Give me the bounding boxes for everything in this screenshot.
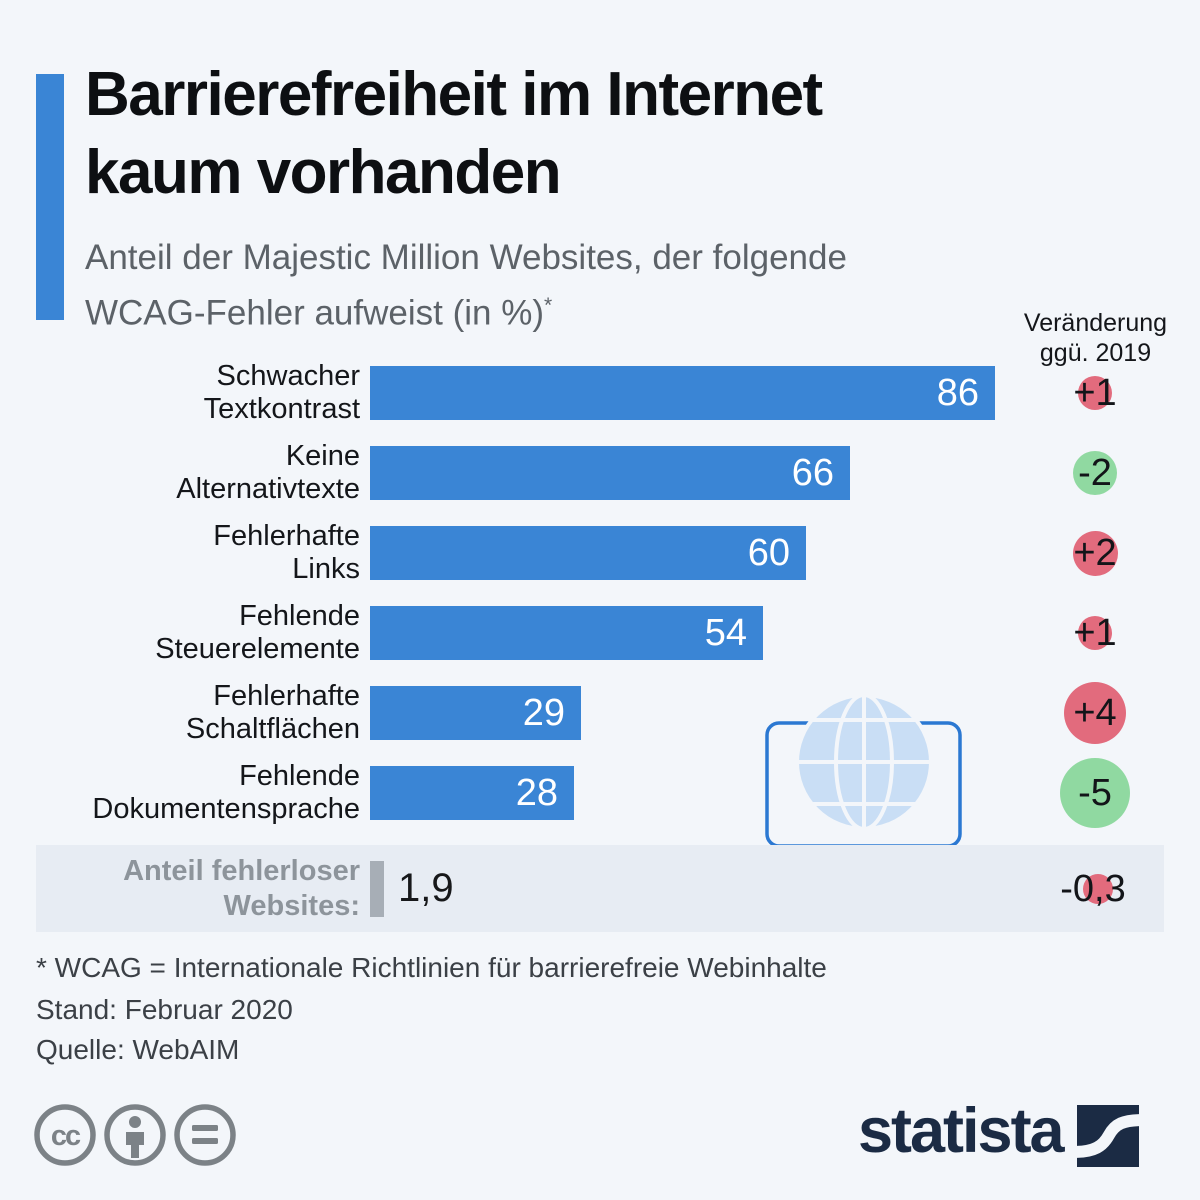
cc-nd-equals-icon	[174, 1104, 236, 1166]
bar-label-line-1: Schwacher	[216, 360, 360, 392]
change-column-header: Veränderung ggü. 2019	[1003, 308, 1188, 368]
cc-by-person-icon	[104, 1104, 166, 1166]
change-circle	[1073, 451, 1117, 495]
bar-value: 54	[704, 611, 747, 654]
source-note: Quelle: WebAIM	[36, 1034, 240, 1065]
bar: 29	[370, 686, 581, 740]
summary-change-value: -0,3	[1060, 868, 1126, 910]
bar-label-line-2: Schaltflächen	[185, 713, 360, 745]
change-circle	[1078, 376, 1112, 410]
bar-category-label: Fehlerhafte Schaltflächen	[20, 680, 360, 746]
bar-label-line-2: Dokumentensprache	[92, 793, 360, 825]
change-value: +2	[1073, 532, 1117, 574]
change-header-line-2: ggü. 2019	[1039, 339, 1152, 367]
change-value: +1	[1073, 372, 1117, 414]
summary-value: 1,9	[398, 866, 454, 910]
bar-value: 28	[515, 771, 558, 814]
bar-label-line-1: Fehlende	[239, 760, 360, 792]
subtitle-line-2: WCAG-Fehler aufweist (in %)	[85, 293, 544, 333]
bar-label-line-1: Fehlerhafte	[213, 680, 360, 712]
bar-value: 60	[747, 531, 790, 574]
footnote-marker: *	[543, 294, 553, 317]
chart-row: Fehlende Dokumentensprache 28 -5	[0, 758, 1200, 828]
bar-category-label: Keine Alternativtexte	[20, 440, 360, 506]
change-circle	[1072, 530, 1118, 576]
title-line-2: kaum vorhanden	[85, 138, 562, 207]
summary-mini-bar	[370, 861, 384, 917]
bar-category-label: Fehlende Steuerelemente	[20, 600, 360, 666]
bar-value: 86	[936, 371, 979, 414]
change-value: +4	[1073, 692, 1117, 734]
bar-label-line-1: Fehlende	[239, 600, 360, 632]
summary-row: Anteil fehlerloser Websites: 1,9 -0,3	[36, 845, 1164, 932]
change-value: -5	[1078, 772, 1112, 814]
summary-label-line-2: Websites:	[223, 890, 360, 922]
bar-label-line-2: Steuerelemente	[155, 633, 360, 665]
summary-change-circle	[1083, 874, 1113, 904]
bar-label-line-1: Fehlerhafte	[213, 520, 360, 552]
change-circle	[1078, 616, 1112, 650]
wcag-footnote: * WCAG = Internationale Richtlinien für …	[36, 952, 827, 983]
page-title: Barrierefreiheit im Internet kaum vorhand…	[85, 56, 823, 212]
title-accent-bar	[36, 74, 64, 320]
bar-value: 66	[791, 451, 834, 494]
change-circle	[1060, 758, 1130, 828]
cc-icon: cc	[34, 1104, 96, 1166]
subtitle-line-1: Anteil der Majestic Million Websites, de…	[85, 238, 847, 277]
chart-row: Fehlerhafte Links 60 +2	[0, 520, 1200, 585]
bar: 60	[370, 526, 806, 580]
statista-logo: statista	[858, 1096, 1139, 1167]
change-value: -2	[1078, 452, 1112, 494]
bar-label-line-2: Textkontrast	[203, 393, 360, 425]
svg-text:cc: cc	[51, 1120, 81, 1152]
bar: 86	[370, 366, 995, 420]
bar-label-line-1: Keine	[285, 440, 360, 472]
title-line-1: Barrierefreiheit im Internet	[85, 60, 823, 129]
bar-label-line-2: Alternativtexte	[176, 473, 360, 505]
chart-row: Keine Alternativtexte 66 -2	[0, 440, 1200, 505]
statista-logo-mark	[1076, 1105, 1139, 1167]
summary-label-line-1: Anteil fehlerloser	[123, 855, 360, 887]
change-value: +1	[1073, 612, 1117, 654]
bar-category-label: Fehlende Dokumentensprache	[20, 760, 360, 826]
change-header-line-1: Veränderung	[1023, 309, 1168, 337]
bar-label-line-2: Links	[292, 553, 360, 585]
chart-subtitle: Anteil der Majestic Million Websites, de…	[85, 234, 847, 338]
chart-row: Fehlende Steuerelemente 54 +1	[0, 600, 1200, 665]
summary-label: Anteil fehlerloser Websites:	[36, 854, 360, 924]
chart-row: Fehlerhafte Schaltflächen 29 +4	[0, 680, 1200, 745]
chart-row: Schwacher Textkontrast 86 +1	[0, 360, 1200, 425]
statista-logo-text: statista	[858, 1096, 1065, 1166]
license-icons: cc	[34, 1104, 236, 1166]
bar: 66	[370, 446, 850, 500]
globe-icon	[795, 693, 933, 831]
change-circle	[1064, 682, 1126, 744]
bar-category-label: Fehlerhafte Links	[20, 520, 360, 586]
date-note: Stand: Februar 2020	[36, 994, 293, 1025]
bar-category-label: Schwacher Textkontrast	[20, 360, 360, 426]
bar-value: 29	[522, 691, 565, 734]
bar: 54	[370, 606, 763, 660]
bar: 28	[370, 766, 574, 820]
